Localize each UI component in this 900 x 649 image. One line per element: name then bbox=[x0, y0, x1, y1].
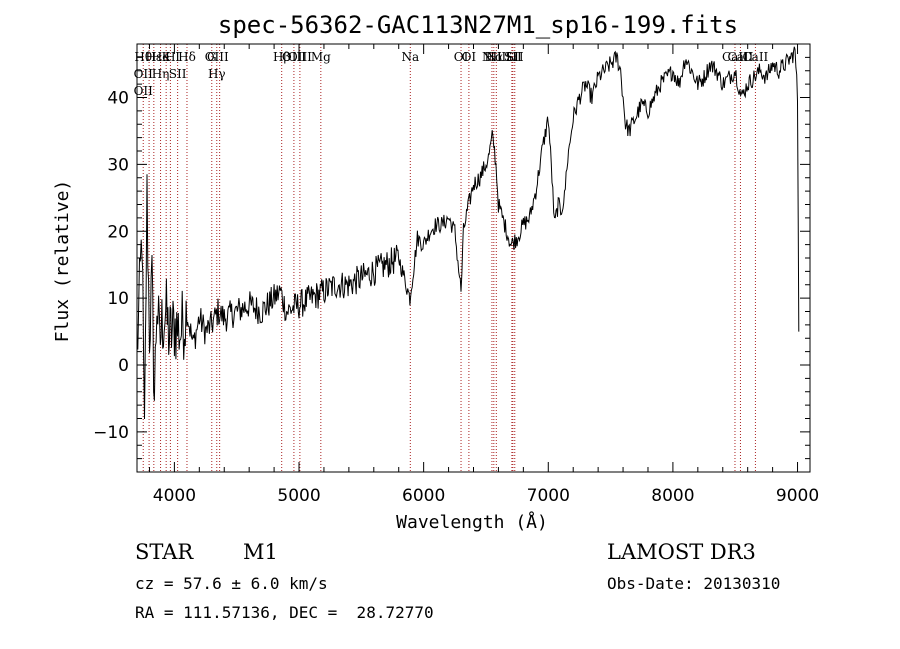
x-tick-label-2: 6000 bbox=[402, 486, 445, 506]
line-label-6-0: I bbox=[175, 50, 180, 64]
line-label-25-0: CaII bbox=[728, 50, 754, 64]
line-label-18-0: NII bbox=[482, 50, 502, 64]
line-label-7-0: Hδ bbox=[178, 50, 196, 64]
line-label-17-0: OI bbox=[462, 50, 477, 64]
line-label-9-1: Hγ bbox=[208, 67, 226, 81]
line-label-14-0: Mg bbox=[311, 50, 331, 64]
y-tick-label-5: 40 bbox=[107, 89, 129, 109]
x-tick-label-4: 8000 bbox=[651, 486, 694, 506]
line-label-0-2: OII bbox=[134, 84, 154, 98]
redshift-velocity: cz = 57.6 ± 6.0 km/s bbox=[135, 574, 328, 593]
chart-title: spec-56362-GAC113N27M1_sp16-199.fits bbox=[218, 11, 738, 39]
line-label-0-0: Hθ bbox=[134, 50, 152, 64]
coordinates: RA = 111.57136, DEC = 28.72770 bbox=[135, 603, 434, 622]
line-label-16-0: OI bbox=[454, 50, 469, 64]
line-label-26-0: CaII bbox=[742, 50, 768, 64]
x-tick-label-0: 4000 bbox=[153, 486, 196, 506]
y-tick-label-1: 0 bbox=[118, 356, 129, 376]
x-tick-label-5: 9000 bbox=[776, 486, 819, 506]
line-label-5-0: H bbox=[165, 50, 175, 64]
axis-ticks: 4000 5000 6000 7000 8000 9000 −10 0 10 20 30 40 bbox=[93, 44, 819, 506]
emission-line-markers bbox=[142, 44, 756, 472]
x-axis-label: Wavelength (Å) bbox=[396, 511, 548, 533]
y-axis-label: Flux (relative) bbox=[52, 180, 73, 343]
spectrum-line bbox=[136, 46, 800, 420]
line-label-24-0: CaII bbox=[722, 50, 748, 64]
line-label-15-0: Na bbox=[401, 50, 419, 64]
line-label-19-0: Hα bbox=[485, 50, 504, 64]
y-tick-label-2: 10 bbox=[107, 289, 129, 309]
line-label-2-0: Hε bbox=[145, 50, 162, 64]
line-label-23-0: SII bbox=[506, 50, 524, 64]
object-subclass: M1 bbox=[243, 540, 278, 564]
spectrum-series bbox=[136, 46, 800, 420]
y-tick-label-0: −10 bbox=[93, 423, 129, 443]
line-label-6-1: SII bbox=[169, 67, 187, 81]
line-label-8-0: G bbox=[207, 50, 217, 64]
plot-frame bbox=[136, 43, 811, 473]
line-label-4-0: K bbox=[162, 50, 172, 64]
x-tick-label-3: 7000 bbox=[527, 486, 570, 506]
line-label-22-0: SII bbox=[504, 50, 522, 64]
line-label-13-0: OIII bbox=[288, 50, 312, 64]
x-tick-label-1: 5000 bbox=[277, 486, 320, 506]
line-label-9-0: OIII bbox=[205, 50, 229, 64]
line-label-20-0: NII bbox=[486, 50, 506, 64]
line-label-3-0: He bbox=[152, 50, 170, 64]
line-label-11-0: Hβ bbox=[273, 50, 290, 64]
observation-date: Obs-Date: 20130310 bbox=[607, 574, 781, 593]
line-label-12-0: OIII bbox=[282, 50, 306, 64]
survey-name: LAMOST DR3 bbox=[607, 540, 756, 564]
y-tick-label-4: 30 bbox=[107, 155, 129, 175]
y-tick-label-3: 20 bbox=[107, 222, 129, 242]
line-label-3-1: Hη bbox=[152, 67, 170, 81]
line-label-21-0: Li bbox=[506, 50, 518, 64]
object-class: STAR bbox=[135, 540, 194, 564]
